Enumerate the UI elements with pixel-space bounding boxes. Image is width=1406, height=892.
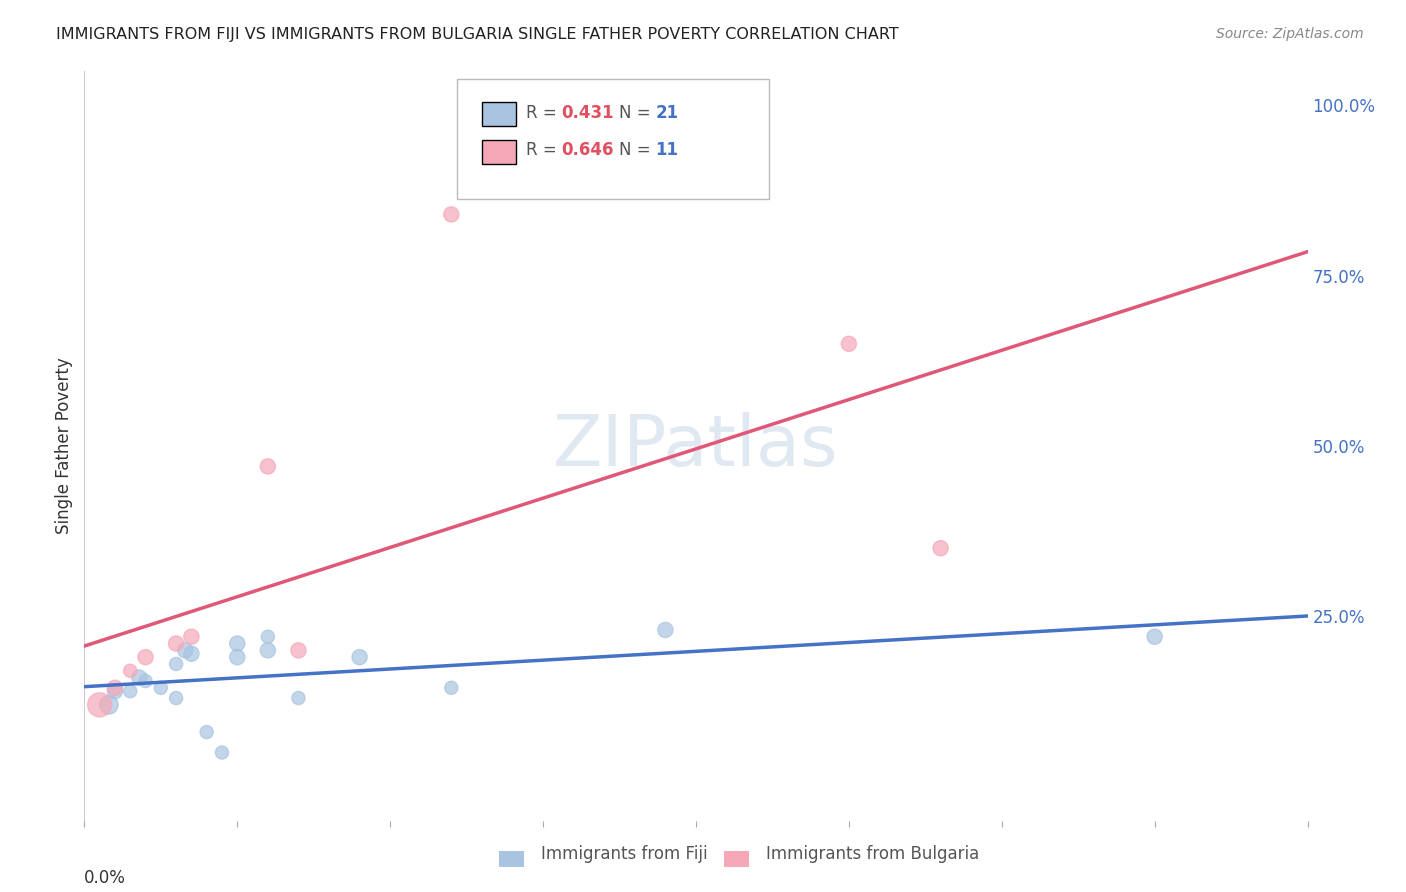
- Text: R =: R =: [526, 141, 562, 159]
- Point: [149, 681, 172, 695]
- Point: [128, 671, 150, 685]
- Point: [135, 673, 157, 688]
- Text: ZIPatlas: ZIPatlas: [553, 411, 839, 481]
- Point: [165, 691, 187, 706]
- Text: IMMIGRANTS FROM FIJI VS IMMIGRANTS FROM BULGARIA SINGLE FATHER POVERTY CORRELATI: IMMIGRANTS FROM FIJI VS IMMIGRANTS FROM …: [56, 27, 898, 42]
- Text: Immigrants from Bulgaria: Immigrants from Bulgaria: [766, 846, 980, 863]
- Point: [349, 650, 371, 665]
- Point: [226, 636, 249, 650]
- Point: [211, 746, 233, 760]
- Text: 0.0%: 0.0%: [84, 870, 127, 888]
- Y-axis label: Single Father Poverty: Single Father Poverty: [55, 358, 73, 534]
- Point: [120, 684, 142, 698]
- Point: [174, 643, 197, 657]
- Point: [287, 691, 309, 706]
- Point: [97, 698, 120, 712]
- FancyBboxPatch shape: [457, 78, 769, 199]
- Point: [929, 541, 952, 556]
- Point: [654, 623, 676, 637]
- Point: [120, 664, 142, 678]
- Text: 0.431: 0.431: [561, 103, 614, 121]
- Point: [287, 643, 309, 657]
- Point: [838, 336, 860, 351]
- Point: [135, 650, 157, 665]
- Point: [257, 630, 280, 644]
- Point: [257, 643, 280, 657]
- Point: [440, 681, 463, 695]
- Text: 11: 11: [655, 141, 679, 159]
- FancyBboxPatch shape: [482, 139, 516, 163]
- Point: [226, 650, 249, 665]
- FancyBboxPatch shape: [482, 102, 516, 126]
- Text: N =: N =: [619, 141, 655, 159]
- Text: 21: 21: [655, 103, 679, 121]
- Point: [165, 657, 187, 671]
- Text: Source: ZipAtlas.com: Source: ZipAtlas.com: [1216, 27, 1364, 41]
- Point: [257, 459, 280, 474]
- Point: [440, 207, 463, 221]
- Point: [180, 647, 202, 661]
- Text: Immigrants from Fiji: Immigrants from Fiji: [541, 846, 709, 863]
- Text: 0.646: 0.646: [561, 141, 614, 159]
- Point: [195, 725, 218, 739]
- Text: N =: N =: [619, 103, 655, 121]
- Point: [104, 681, 127, 695]
- Point: [1143, 630, 1166, 644]
- Point: [165, 636, 187, 650]
- Text: R =: R =: [526, 103, 562, 121]
- Point: [104, 684, 127, 698]
- Point: [89, 698, 111, 712]
- Point: [180, 630, 202, 644]
